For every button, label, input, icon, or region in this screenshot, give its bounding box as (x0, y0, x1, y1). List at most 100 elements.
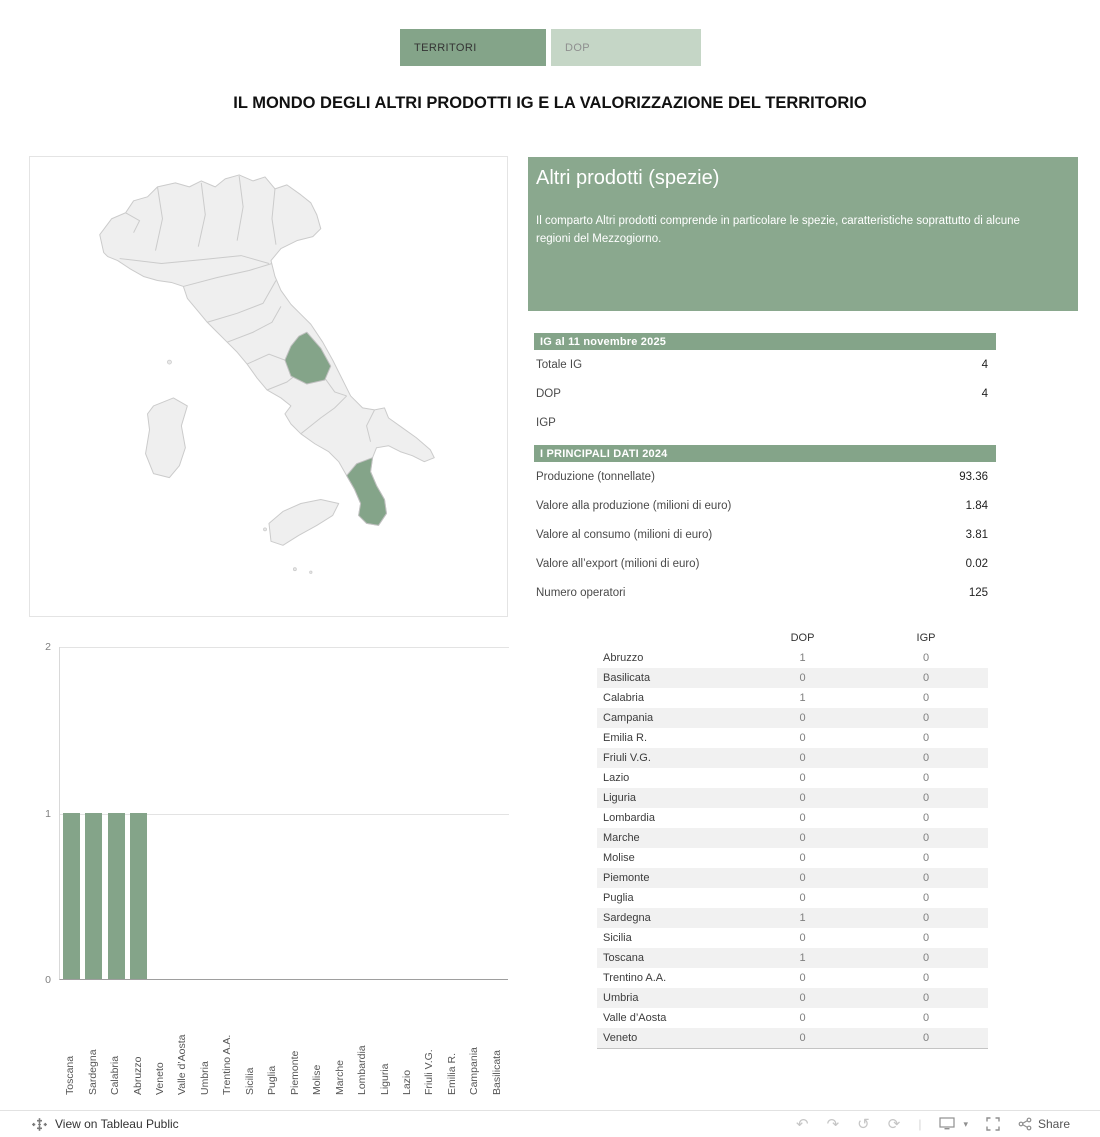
x-axis-label: Valle d’Aosta (176, 1034, 189, 1095)
table-row[interactable]: Umbria 0 0 (597, 988, 988, 1008)
map-region-sicilia[interactable] (268, 499, 340, 546)
tableau-logo-icon (32, 1117, 47, 1131)
x-axis-label: Trentino A.A. (221, 1034, 234, 1095)
map-region-calabria-highlighted[interactable] (346, 457, 387, 526)
gridline (60, 813, 509, 815)
igp-value-cell: 0 (922, 1032, 930, 1044)
y-tick-label: 1 (45, 807, 51, 820)
bar-chart-xlabels: Toscana Sardegna Calabria Abruzzo Veneto Vall… (59, 985, 508, 1095)
table-row[interactable]: Trentino A.A. 0 0 (597, 968, 988, 988)
redo-icon[interactable]: ↷ (826, 1115, 840, 1133)
view-on-tableau-public-link[interactable]: View on Tableau Public (0, 1117, 179, 1132)
italy-map[interactable] (29, 156, 508, 617)
dop-value-cell: 0 (799, 732, 806, 744)
table-row[interactable]: Lazio 0 0 (597, 768, 988, 788)
stat-value: 125 (968, 586, 988, 599)
region-name-cell: Abruzzo (603, 652, 644, 664)
region-name-cell: Toscana (603, 952, 644, 964)
table-row[interactable]: Liguria 0 0 (597, 788, 988, 808)
table-row[interactable]: Basilicata 0 0 (597, 668, 988, 688)
table-row[interactable]: Friuli V.G. 0 0 (597, 748, 988, 768)
region-name-cell: Campania (603, 712, 654, 724)
map-region-sardegna[interactable] (145, 397, 188, 479)
page-title: IL MONDO DEGLI ALTRI PRODOTTI IG E LA VA… (233, 94, 867, 112)
region-name-cell: Marche (603, 832, 640, 844)
region-name-cell: Liguria (603, 792, 637, 804)
table-row[interactable]: Sicilia 0 0 (597, 928, 988, 948)
toolbar-actions: ↶ ↷ ↺ ⟳ | ▾ (796, 1117, 1100, 1132)
table-row[interactable]: Toscana 1 0 (597, 948, 988, 968)
dop-value-cell: 1 (799, 912, 806, 924)
undo-icon[interactable]: ↶ (796, 1115, 809, 1133)
tab-territori[interactable]: TERRITORI (400, 29, 546, 66)
share-button[interactable]: Share (1018, 1117, 1070, 1131)
download-caret-icon[interactable]: ▾ (963, 1118, 968, 1129)
table-row[interactable]: Calabria 1 0 (597, 688, 988, 708)
table-row[interactable]: Valle d’Aosta 0 0 (597, 1008, 988, 1028)
region-name-cell: Molise (603, 852, 635, 864)
igp-value-cell: 0 (922, 712, 930, 724)
table-row[interactable]: Piemonte 0 0 (597, 868, 988, 888)
table-row[interactable]: Puglia 0 0 (597, 888, 988, 908)
x-axis-label: Sardegna (86, 1049, 99, 1095)
map-region-abruzzo-highlighted[interactable] (284, 331, 332, 385)
italy-map-svg (99, 174, 435, 574)
table-row[interactable]: Molise 0 0 (597, 848, 988, 868)
stat-row: Produzione (tonnellate) 93.36 (534, 462, 996, 491)
igp-value-cell: 0 (922, 752, 930, 764)
region-name-cell: Emilia R. (603, 732, 648, 744)
igp-value-cell: 0 (922, 692, 930, 704)
stat-label: DOP (536, 387, 561, 400)
gridline (60, 647, 509, 648)
refresh-icon[interactable]: ⟳ (887, 1115, 901, 1133)
igp-value-cell: 0 (922, 672, 930, 684)
bar[interactable] (130, 812, 148, 979)
table-row[interactable]: Lombardia 0 0 (597, 808, 988, 828)
table-row[interactable]: Campania 0 0 (597, 708, 988, 728)
revert-icon[interactable]: ↺ (857, 1115, 870, 1133)
download-device-icon[interactable] (939, 1117, 957, 1131)
x-axis-label: Basilicata (490, 1050, 503, 1095)
table-row[interactable]: Emilia R. 0 0 (597, 728, 988, 748)
region-name-cell: Lombardia (603, 812, 655, 824)
igp-value-cell: 0 (922, 992, 930, 1004)
stat-label: Valore alla produzione (milioni di euro) (536, 499, 732, 512)
tab-dop[interactable]: DOP (551, 29, 701, 66)
table-row[interactable]: Marche 0 0 (597, 828, 988, 848)
igp-value-cell: 0 (922, 892, 930, 904)
dop-value-cell: 0 (799, 792, 806, 804)
y-tick-label: 0 (45, 974, 51, 986)
map-region-mainland[interactable] (99, 174, 435, 526)
table-row[interactable]: Sardegna 1 0 (597, 908, 988, 928)
bar[interactable] (107, 812, 125, 979)
info-panel-body: Il comparto Altri prodotti comprende in … (536, 215, 1020, 245)
region-name-cell: Sicilia (603, 932, 632, 944)
ig-section-rows: Totale IG 4 DOP 4 IGP (534, 350, 996, 437)
x-axis-label: Calabria (109, 1055, 122, 1095)
table-row[interactable]: Veneto 0 0 (597, 1028, 988, 1048)
igp-value-cell: 0 (922, 932, 930, 944)
stat-value: 4 (981, 358, 988, 371)
igp-value-cell: 0 (922, 872, 930, 884)
map-island-pelagie (309, 570, 313, 574)
stat-label: Totale IG (536, 358, 583, 371)
x-axis-label: Abruzzo (131, 1056, 144, 1095)
table-row[interactable]: Abruzzo 1 0 (597, 648, 988, 668)
dop-value-cell: 0 (799, 972, 806, 984)
igp-value-cell: 0 (922, 772, 930, 784)
x-axis-label: Marche (333, 1059, 346, 1095)
stat-label: Valore all’export (milioni di euro) (536, 557, 700, 570)
stat-label: Valore al consumo (milioni di euro) (536, 528, 713, 541)
dop-value-cell: 0 (799, 1012, 806, 1024)
region-name-cell: Calabria (603, 692, 644, 704)
table-col-header-dop: DOP (790, 631, 815, 644)
dop-value-cell: 0 (799, 872, 806, 884)
region-name-cell: Basilicata (603, 672, 651, 684)
bar[interactable] (85, 812, 103, 979)
igp-value-cell: 0 (922, 812, 930, 824)
stat-row: Totale IG 4 (534, 350, 996, 379)
stat-row: IGP (534, 408, 996, 437)
dop-value-cell: 0 (799, 712, 806, 724)
bar[interactable] (62, 812, 80, 979)
fullscreen-icon[interactable] (986, 1117, 1000, 1131)
